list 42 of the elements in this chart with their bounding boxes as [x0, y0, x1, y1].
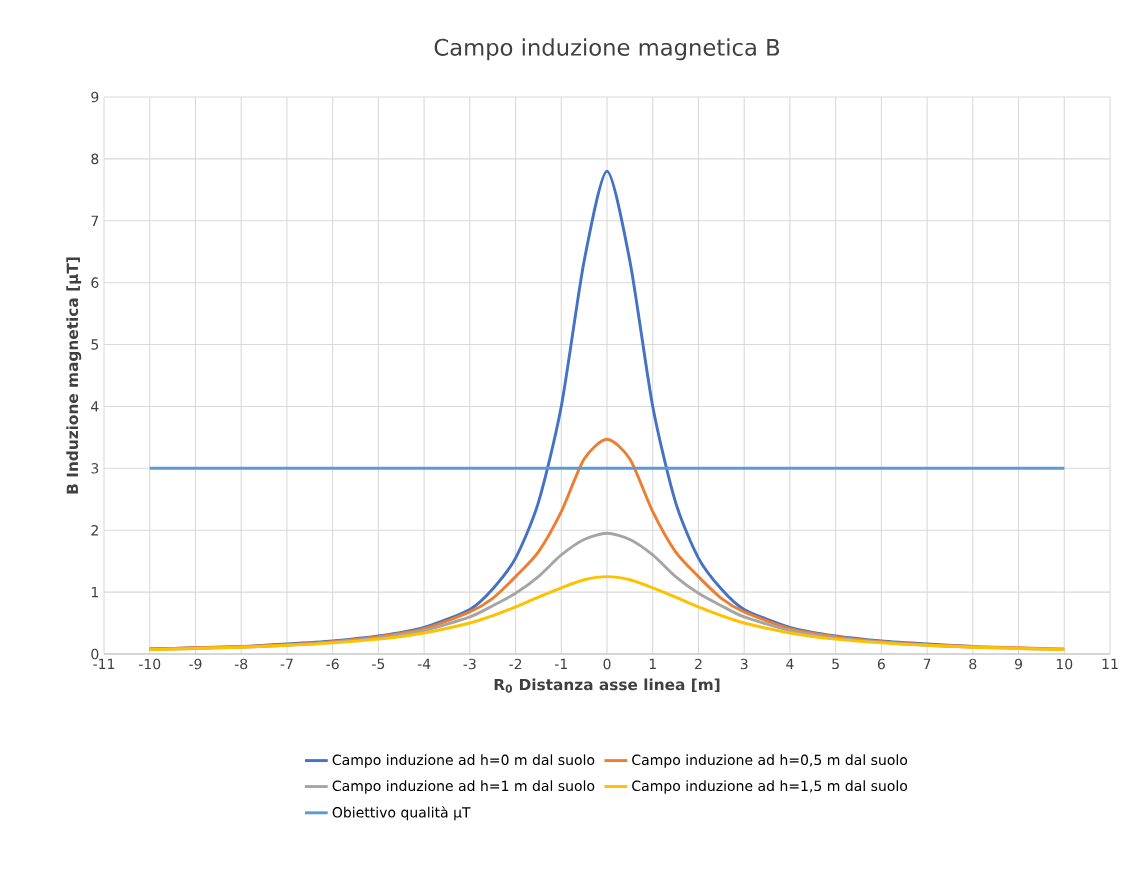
y-tick-label: 2: [91, 525, 98, 536]
x-tick-label: -11: [93, 658, 115, 669]
x-tick-label: -4: [417, 658, 431, 669]
x-tick-label: -1: [554, 658, 567, 669]
line-series: [148, 575, 1066, 652]
x-tick-label: -8: [234, 658, 248, 670]
y-tick-label: 9: [91, 91, 99, 103]
x-tick-label: 2: [695, 658, 702, 670]
x-tick-label: -2: [509, 658, 522, 670]
legend-label: Campo induzione ad h=0,5 m dal suolo: [632, 754, 908, 768]
y-tick-label: 0: [91, 648, 99, 660]
y-axis-title: B Induzione magnetica [µT]: [66, 257, 82, 494]
y-tick-label: 1: [91, 587, 98, 598]
x-tick-label: 3: [740, 658, 748, 670]
x-tick-label: -3: [463, 658, 476, 670]
x-tick-label: 11: [1102, 658, 1118, 669]
x-tick-label: -9: [189, 658, 202, 670]
y-tick-label: 5: [91, 339, 99, 350]
legend-label: Campo induzione ad h=1 m dal suolo: [332, 780, 595, 794]
legend-label: Campo induzione ad h=0 m dal suolo: [332, 754, 595, 768]
x-tick-label: 10: [1056, 658, 1073, 670]
x-tick-label: 8: [969, 658, 977, 670]
x-tick-label: -10: [138, 658, 161, 670]
x-axis-title: R$_{0}$ Distanza asse linea [m]: [494, 678, 720, 693]
x-tick-label: -5: [372, 658, 385, 670]
x-tick-label: 9: [1014, 658, 1023, 670]
x-tick-label: 6: [877, 658, 885, 670]
x-tick-label: 5: [832, 658, 839, 670]
legend-label: Campo induzione ad h=1,5 m dal suolo: [632, 780, 908, 794]
x-tick-label: -6: [326, 658, 339, 670]
chart-title: Campo induzione magnetica B: [434, 38, 780, 61]
y-tick-label: 7: [91, 215, 99, 226]
y-tick-label: 3: [91, 463, 99, 474]
legend-label: Obiettivo qualità µT: [332, 806, 471, 821]
y-tick-label: 8: [91, 153, 99, 165]
x-tick-label: 0: [603, 658, 611, 670]
x-tick-label: 4: [786, 658, 794, 669]
x-tick-label: -7: [280, 658, 293, 669]
y-tick-label: 4: [91, 401, 99, 412]
y-tick-label: 6: [91, 277, 99, 288]
x-tick-label: 1: [649, 658, 656, 669]
x-tick-label: 7: [923, 658, 931, 669]
